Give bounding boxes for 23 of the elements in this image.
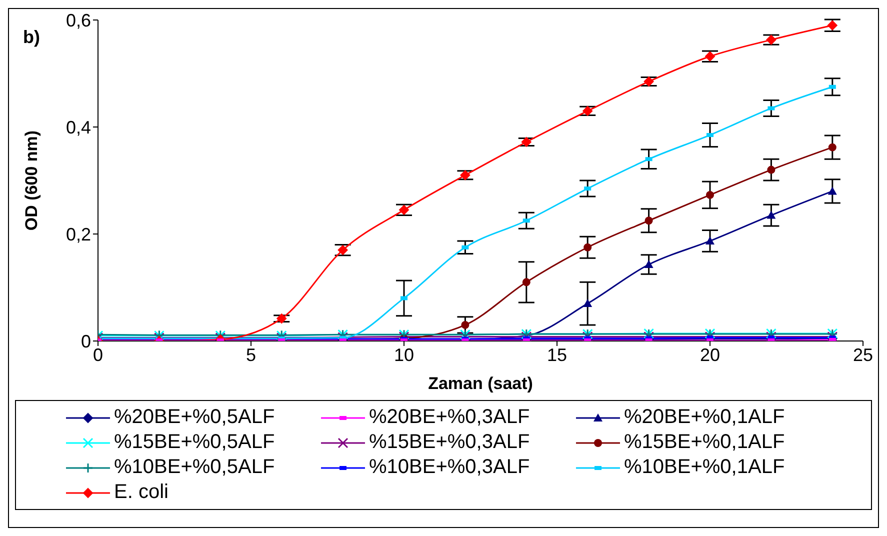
- x-tick-label: 5: [246, 344, 256, 365]
- legend-label: %20BE+%0,3ALF: [369, 405, 530, 430]
- legend-label: E. coli: [114, 480, 168, 505]
- x-tick-label: 25: [852, 344, 874, 365]
- x-tick-label: 15: [546, 344, 568, 365]
- x-axis-title: Zaman (saat): [428, 374, 533, 393]
- x-tick-label: 10: [394, 344, 414, 365]
- legend-label: %20BE+%0,1ALF: [624, 405, 785, 430]
- y-tick-label: 0,4: [66, 117, 91, 138]
- legend-label: %10BE+%0,1ALF: [624, 455, 785, 480]
- legend-label: %15BE+%0,5ALF: [114, 430, 275, 455]
- text: b): [23, 27, 40, 48]
- legend-label: %10BE+%0,5ALF: [114, 455, 275, 480]
- y-tick-label: 0,2: [66, 224, 91, 244]
- y-tick-label: 0,6: [66, 10, 91, 30]
- legend-label: %10BE+%0,3ALF: [369, 455, 530, 480]
- legend-label: %15BE+%0,3ALF: [369, 430, 530, 455]
- legend-label: %15BE+%0,1ALF: [624, 430, 785, 455]
- y-axis-title: OD (600 nm): [22, 130, 42, 231]
- legend-label: %20BE+%0,5ALF: [114, 405, 275, 430]
- y-tick-label: 0: [80, 331, 91, 352]
- x-tick-label: 20: [700, 344, 720, 365]
- x-tick-label: 0: [92, 344, 104, 365]
